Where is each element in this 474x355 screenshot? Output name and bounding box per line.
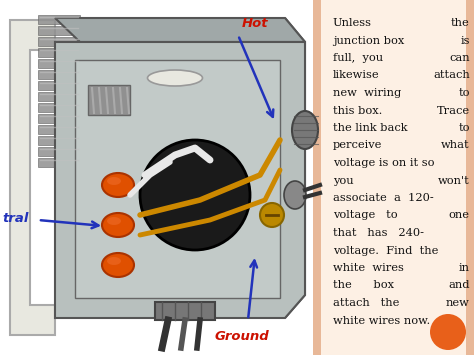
Polygon shape [285, 18, 305, 318]
Bar [38, 103, 80, 112]
Polygon shape [55, 18, 305, 42]
Bar [466, 0, 474, 355]
Text: white wires now.: white wires now. [333, 316, 430, 326]
Bar [0, 0, 313, 355]
Text: that   has   240-: that has 240- [333, 228, 424, 238]
Text: new  wiring: new wiring [333, 88, 401, 98]
Bar [38, 114, 80, 123]
Text: voltage   to: voltage to [333, 211, 398, 220]
Bar [313, 0, 321, 355]
Bar [38, 59, 80, 68]
Text: Ground: Ground [215, 330, 270, 343]
Text: associate  a  120-: associate a 120- [333, 193, 434, 203]
Polygon shape [155, 302, 215, 320]
Polygon shape [55, 42, 305, 318]
Bar [38, 136, 80, 145]
Text: junction box: junction box [333, 36, 404, 45]
Text: one: one [449, 211, 470, 220]
Polygon shape [88, 85, 130, 115]
Text: is: is [460, 36, 470, 45]
Ellipse shape [102, 173, 134, 197]
Polygon shape [10, 20, 55, 335]
Ellipse shape [102, 253, 134, 277]
Text: and: and [448, 280, 470, 290]
Text: tral: tral [2, 212, 28, 224]
Ellipse shape [292, 111, 318, 149]
Polygon shape [75, 60, 280, 298]
Text: likewise: likewise [333, 71, 380, 81]
Text: voltage.  Find  the: voltage. Find the [333, 246, 438, 256]
Text: in: in [459, 263, 470, 273]
Bar [38, 70, 80, 79]
Circle shape [430, 314, 466, 350]
Text: this box.: this box. [333, 105, 382, 115]
Text: the      box: the box [333, 280, 394, 290]
Text: attach: attach [433, 71, 470, 81]
Text: to: to [458, 88, 470, 98]
Text: Unless: Unless [333, 18, 372, 28]
Ellipse shape [147, 70, 202, 86]
Text: the link back: the link back [333, 123, 407, 133]
Bar [38, 92, 80, 101]
Circle shape [260, 203, 284, 227]
Circle shape [140, 140, 250, 250]
Bar [38, 158, 80, 167]
Text: full,  you: full, you [333, 53, 383, 63]
Text: Hot: Hot [242, 17, 269, 30]
Ellipse shape [284, 181, 306, 209]
Bar [38, 147, 80, 156]
Text: attach   the: attach the [333, 298, 399, 308]
Text: Trace: Trace [437, 105, 470, 115]
Ellipse shape [107, 217, 121, 225]
Text: perceive: perceive [333, 141, 382, 151]
Bar [313, 0, 474, 355]
Text: voltage is on it so: voltage is on it so [333, 158, 434, 168]
Bar [38, 15, 80, 24]
Bar [38, 48, 80, 57]
Text: new: new [446, 298, 470, 308]
Bar [38, 37, 80, 46]
Text: to: to [458, 123, 470, 133]
Ellipse shape [107, 177, 121, 185]
Bar [38, 81, 80, 90]
Text: won't: won't [438, 175, 470, 186]
Text: you: you [333, 175, 354, 186]
Ellipse shape [102, 213, 134, 237]
Bar [38, 26, 80, 35]
Text: what: what [441, 141, 470, 151]
Bar [38, 125, 80, 134]
Text: can: can [449, 53, 470, 63]
Text: white  wires: white wires [333, 263, 404, 273]
Ellipse shape [107, 257, 121, 265]
Text: the: the [451, 18, 470, 28]
